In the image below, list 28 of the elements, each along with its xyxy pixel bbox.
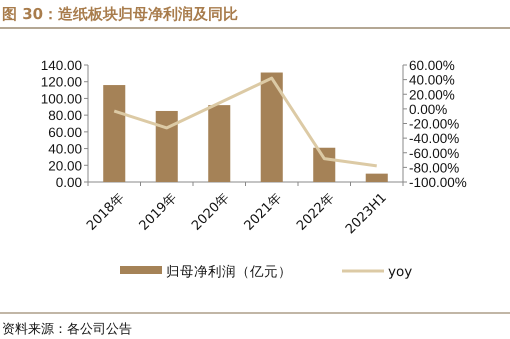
bar — [313, 148, 336, 182]
y2-tick-label: 60.00% — [409, 58, 455, 73]
bar — [260, 72, 283, 182]
text: 资料来源：各公司公告 — [2, 322, 132, 337]
bar — [208, 105, 230, 182]
y2-tick-label: -100.00% — [409, 175, 467, 190]
y2-tick-label: -20.00% — [409, 116, 460, 132]
y-tick-label: 140.00 — [40, 58, 82, 73]
y-tick-label: 0.00 — [56, 175, 82, 190]
bar — [156, 110, 178, 182]
y2-tick-label: -40.00% — [409, 131, 460, 146]
y-tick-label: 20.00 — [48, 158, 82, 174]
chart-title: 图 30：造纸板块归母净利润及同比 — [2, 5, 238, 23]
y2-tick-label: 0.00% — [409, 102, 448, 117]
legend-label: 归母净利润（亿元） — [166, 264, 292, 280]
y2-tick-label: -60.00% — [409, 146, 460, 161]
y2-tick-label: 20.00% — [409, 87, 455, 102]
y-tick-label: 60.00 — [48, 124, 82, 140]
y2-tick-label: 40.00% — [409, 72, 455, 88]
bar — [366, 174, 388, 182]
line-series — [112, 76, 378, 168]
legend-label: yoy — [388, 264, 412, 280]
y-tick-label: 120.00 — [40, 74, 82, 90]
y-tick-label: 100.00 — [40, 91, 82, 106]
y2-tick-label: -80.00% — [409, 160, 460, 176]
y-tick-label: 40.00 — [48, 142, 82, 157]
y-tick-label: 80.00 — [48, 108, 82, 124]
bar — [103, 85, 126, 182]
